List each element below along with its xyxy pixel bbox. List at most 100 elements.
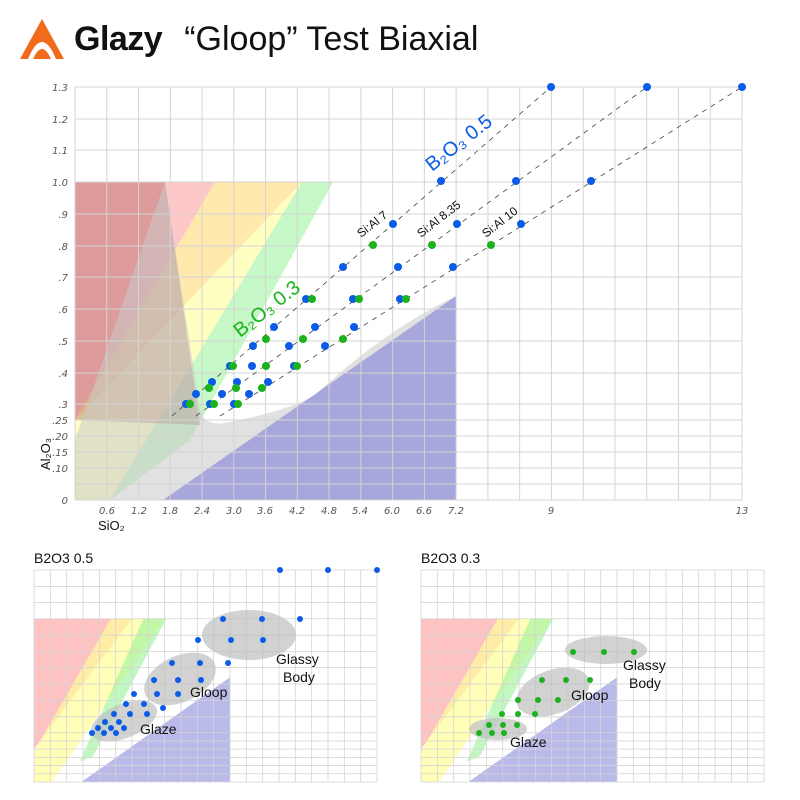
ratio-label: Si:Al 10 — [479, 204, 520, 241]
data-point — [738, 83, 746, 91]
data-point — [270, 323, 278, 331]
y-tick-label: .10 — [52, 464, 68, 475]
y-tick-label: .7 — [58, 273, 68, 284]
y-tick-label: .9 — [58, 210, 68, 221]
data-point — [374, 567, 380, 573]
y-tick-label: 1.0 — [52, 178, 68, 189]
x-tick-label: 3.6 — [257, 506, 273, 517]
data-point — [514, 722, 520, 728]
gloop-cluster — [516, 667, 590, 717]
data-point — [95, 725, 101, 731]
data-point — [489, 730, 495, 736]
y-tick-label: .25 — [52, 416, 68, 427]
data-point — [232, 384, 240, 392]
y-tick-label: 1.3 — [52, 83, 68, 94]
data-point — [587, 177, 595, 185]
cluster-label: Gloop — [571, 687, 609, 703]
data-point — [355, 295, 363, 303]
x-tick-label: 2.4 — [194, 506, 210, 517]
cluster-label: Glaze — [510, 734, 547, 750]
main-grid — [74, 86, 743, 501]
data-point — [402, 295, 410, 303]
data-point — [169, 660, 175, 666]
data-point — [225, 660, 231, 666]
data-point — [186, 400, 194, 408]
data-point — [339, 335, 347, 343]
data-point — [160, 705, 166, 711]
panel-b2o3-0.3: B2O3 0.3 Glaze Gloop Glassy Body — [420, 550, 765, 783]
page-title: “Gloop” Test Biaxial — [184, 19, 479, 58]
data-point — [539, 677, 545, 683]
series-b2o3-0.3 — [186, 241, 495, 408]
data-point — [197, 660, 203, 666]
data-point — [487, 241, 495, 249]
data-point — [229, 362, 237, 370]
data-point — [631, 649, 637, 655]
main-ratio-lines — [171, 86, 743, 417]
data-point — [192, 390, 200, 398]
header: Glazy “Gloop” Test Biaxial — [18, 14, 478, 64]
data-point — [248, 362, 256, 370]
data-point — [570, 649, 576, 655]
panel-title: B2O3 0.5 — [34, 550, 93, 566]
b2o3-0.5-label: B₂O₃ 0.5 — [422, 110, 497, 175]
cluster-label: Body — [283, 669, 315, 685]
data-point — [535, 697, 541, 703]
data-point — [476, 730, 482, 736]
data-point — [198, 677, 204, 683]
data-point — [563, 677, 569, 683]
data-point — [299, 335, 307, 343]
glazy-logo-icon — [20, 19, 64, 59]
data-point — [228, 637, 234, 643]
data-point — [297, 616, 303, 622]
x-tick-label: 0.6 — [99, 506, 115, 517]
data-point — [396, 295, 404, 303]
y-tick-label: .6 — [58, 305, 68, 316]
blue-zone — [163, 296, 456, 500]
data-point — [195, 637, 201, 643]
data-point — [517, 220, 525, 228]
data-point — [515, 711, 521, 717]
y-tick-label: 1.2 — [52, 115, 68, 126]
x-tick-label: 6.6 — [416, 506, 432, 517]
data-point — [220, 616, 226, 622]
data-point — [349, 295, 357, 303]
data-point — [233, 378, 241, 386]
x-tick-label: 4.2 — [289, 506, 305, 517]
x-tick-label: 13 — [736, 506, 749, 517]
data-point — [601, 649, 607, 655]
data-point — [245, 390, 253, 398]
data-point — [101, 730, 107, 736]
data-point — [311, 323, 319, 331]
data-point — [308, 295, 316, 303]
data-point — [89, 730, 95, 736]
cluster-label: Glassy — [623, 657, 666, 673]
y-tick-label: .3 — [58, 400, 68, 411]
data-point — [339, 263, 347, 271]
cluster-label: Glaze — [140, 721, 177, 737]
glaze-cluster — [90, 700, 158, 742]
data-point — [175, 677, 181, 683]
data-point — [428, 241, 436, 249]
data-point — [258, 384, 266, 392]
data-point — [175, 691, 181, 697]
data-point — [643, 83, 651, 91]
panel-title: B2O3 0.3 — [421, 550, 480, 566]
data-point — [587, 677, 593, 683]
data-point — [127, 711, 133, 717]
x-tick-label: 3.0 — [226, 506, 242, 517]
data-point — [325, 567, 331, 573]
data-point — [285, 342, 293, 350]
y-tick-label: .20 — [52, 432, 68, 443]
x-tick-label: 7.2 — [448, 506, 464, 517]
x-tick-label: 4.8 — [321, 506, 337, 517]
data-point — [208, 378, 216, 386]
cluster-label: Body — [629, 675, 661, 691]
data-point — [547, 83, 555, 91]
data-point — [234, 400, 242, 408]
data-point — [500, 722, 506, 728]
data-point — [116, 719, 122, 725]
data-point — [277, 567, 283, 573]
x-tick-label: 1.2 — [131, 506, 147, 517]
